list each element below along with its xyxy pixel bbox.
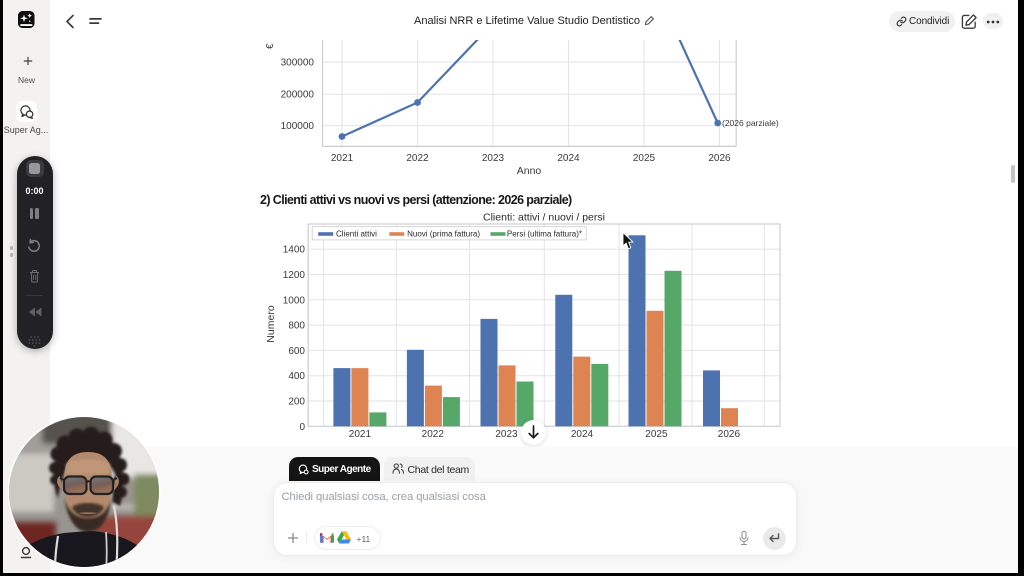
svg-text:1000: 1000: [283, 295, 306, 306]
svg-text:Persi (ultima fattura)*: Persi (ultima fattura)*: [507, 229, 582, 238]
svg-text:200000: 200000: [281, 90, 315, 101]
svg-text:2024: 2024: [571, 429, 594, 440]
svg-text:0: 0: [299, 422, 305, 433]
svg-text:Anno: Anno: [517, 165, 542, 177]
svg-text:1200: 1200: [283, 270, 306, 281]
svg-text:300000: 300000: [281, 58, 315, 69]
svg-text:400: 400: [288, 371, 305, 382]
svg-text:Nuovi (prima fattura): Nuovi (prima fattura): [407, 229, 480, 238]
svg-text:Clienti attivi: Clienti attivi: [336, 229, 377, 238]
svg-text:2026: 2026: [718, 429, 741, 440]
svg-text:1400: 1400: [283, 245, 306, 256]
svg-text:2025: 2025: [633, 153, 656, 164]
svg-text:Clienti: attivi / nuovi / pers: Clienti: attivi / nuovi / persi: [483, 212, 605, 224]
svg-text:100000: 100000: [281, 121, 315, 132]
svg-text:€: €: [265, 43, 276, 49]
svg-text:2025: 2025: [645, 429, 668, 440]
svg-text:2021: 2021: [331, 153, 354, 164]
svg-text:2023: 2023: [495, 429, 518, 440]
svg-text:2021: 2021: [349, 429, 372, 440]
svg-text:2022: 2022: [406, 153, 429, 164]
svg-text:2026: 2026: [708, 153, 731, 164]
svg-text:Numero: Numero: [265, 305, 277, 343]
svg-text:2024: 2024: [557, 153, 580, 164]
svg-text:600: 600: [288, 346, 305, 357]
svg-text:200: 200: [288, 397, 305, 408]
svg-text:(2026 parziale): (2026 parziale): [722, 118, 779, 128]
svg-text:800: 800: [288, 321, 305, 332]
svg-text:2023: 2023: [482, 153, 505, 164]
svg-text:2022: 2022: [422, 429, 445, 440]
